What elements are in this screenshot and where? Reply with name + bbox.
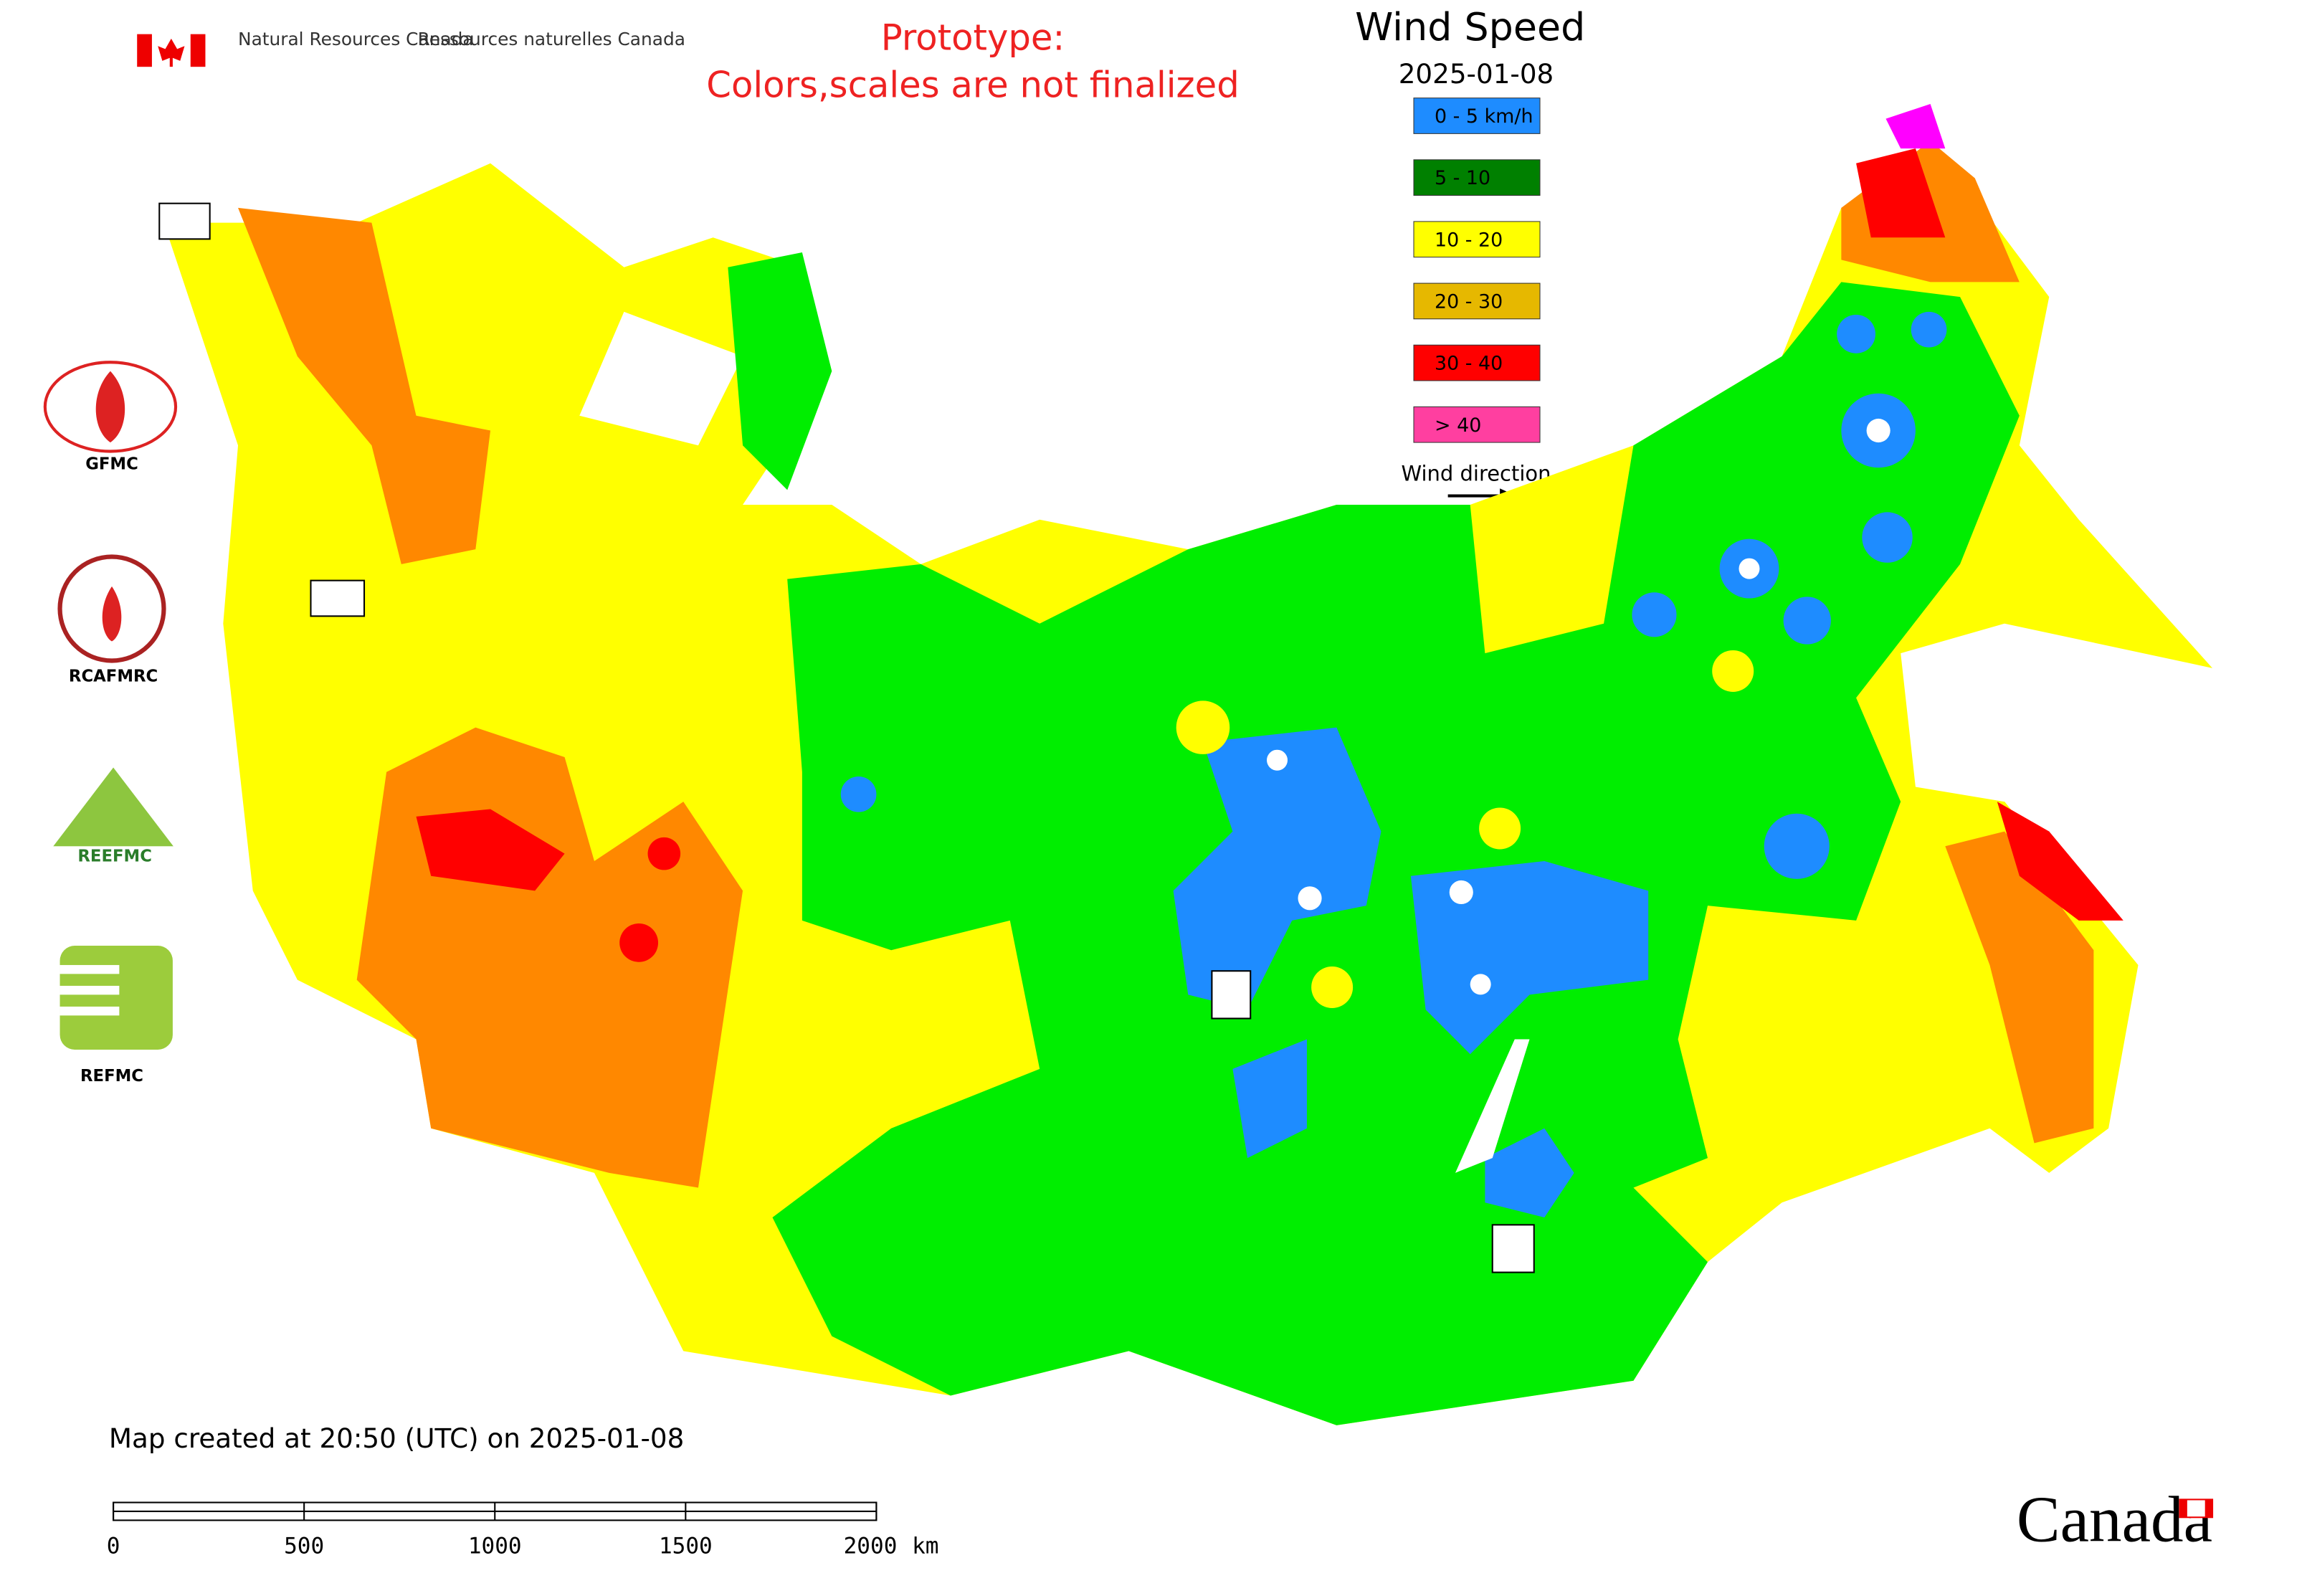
created-note: Map created at 20:50 (UTC) on 2025-01-08 (109, 1422, 684, 1454)
refmc-logo (60, 946, 173, 1050)
legend-label: 10 - 20 (1435, 229, 1503, 251)
canada-wordmark: Canada (2017, 1483, 2212, 1556)
legend-swatch (1413, 159, 1541, 196)
scale-bar: 0 500 1000 1500 2000 km (107, 1501, 939, 1559)
map-date: 2025-01-08 (1399, 58, 1554, 90)
legend-label: 20 - 30 (1435, 291, 1503, 313)
agency-en: Natural Resources Canada (238, 29, 474, 49)
legend-swatch (1413, 221, 1541, 258)
legend: 0 - 5 km/h 5 - 10 10 - 20 20 - 30 30 - 40 > 4… (1413, 98, 1541, 443)
reefmc-logo (40, 767, 192, 866)
refmc-label: REFMC (80, 1067, 143, 1086)
gfmc-logo (43, 202, 211, 453)
scale-tick-label: 0 (107, 1534, 120, 1559)
notice-line1: Prototype: (881, 16, 1065, 58)
legend-label: 30 - 40 (1435, 353, 1503, 375)
scale-tick-label: 2000 (844, 1534, 898, 1559)
refmc-marker (1211, 970, 1252, 1020)
agency-fr: Ressources naturelles Canada (418, 29, 685, 49)
canada-flag (137, 34, 206, 67)
legend-swatch (1413, 282, 1541, 320)
scale-unit: km (912, 1534, 938, 1559)
scale-tick-label: 500 (284, 1534, 324, 1559)
legend-label: 5 - 10 (1435, 167, 1490, 189)
reefmc-marker (310, 579, 366, 617)
wind-speed-map (163, 103, 2213, 1425)
reefmc-label: REEFMC (77, 847, 152, 865)
legend-label: > 40 (1435, 414, 1481, 437)
legend-swatch (1413, 98, 1541, 134)
rcafmrc-label: RCAFMRC (69, 668, 158, 686)
wordmark-flag (2179, 1498, 2214, 1519)
scale-tick-label: 1500 (659, 1534, 713, 1559)
scale-tick-label: 1000 (468, 1534, 522, 1559)
map-title: Wind Speed (1355, 4, 1585, 49)
wind-direction-label: Wind direction (1401, 462, 1551, 486)
gfmc-label: GFMC (85, 455, 138, 474)
legend-swatch (1413, 406, 1541, 443)
notice-line2: Colors,scales are not finalized (706, 65, 1239, 106)
legend-swatch (1413, 344, 1541, 381)
rcafmrc-marker (1491, 1224, 1535, 1273)
legend-label: 0 - 5 km/h (1435, 105, 1533, 128)
rcafmrc-logo (57, 554, 166, 663)
